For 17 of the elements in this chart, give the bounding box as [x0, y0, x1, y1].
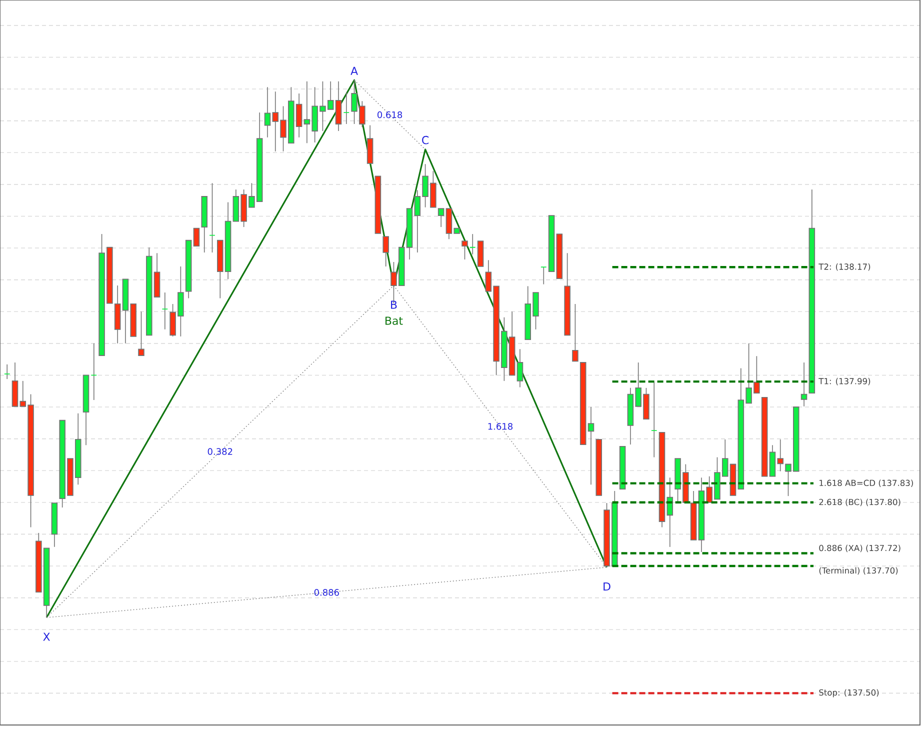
- annotation: D: [604, 582, 610, 590]
- annotation: 0.382: [208, 448, 232, 455]
- ref-line-label: 0.886 (XA) (137.72): [819, 544, 900, 552]
- annotation: A: [350, 66, 358, 75]
- ref-line-label: 1.618 AB=CD (137.83): [820, 480, 913, 488]
- annotation: 0.886: [314, 588, 339, 596]
- ref-line-label: Stop: (137.50): [819, 689, 879, 698]
- ref-line-label: T1: (137.99): [818, 378, 870, 386]
- annotation: 0.618: [377, 111, 402, 118]
- annotation: C: [422, 136, 429, 144]
- ref-line-label: T2: (138.17): [818, 263, 870, 271]
- annotation: 1.618: [488, 423, 513, 430]
- ref-line-label: (Terminal) (137.70): [819, 567, 898, 575]
- annotation: X: [43, 632, 50, 641]
- annotation: B: [391, 300, 397, 309]
- annotation: Bat: [386, 316, 403, 325]
- ref-line-label: 2.618 (BC) (137.80): [819, 498, 900, 506]
